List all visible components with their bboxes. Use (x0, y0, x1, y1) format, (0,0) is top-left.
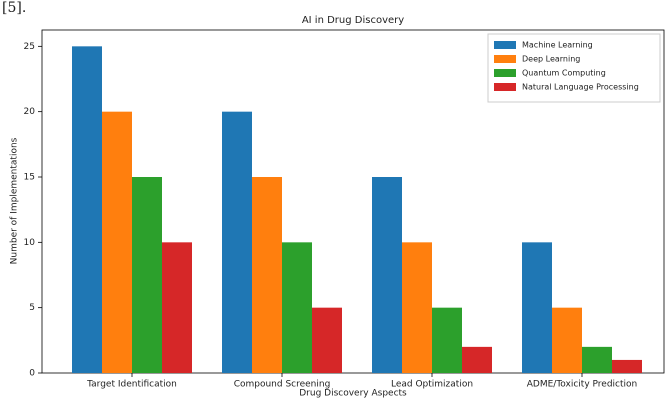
y-tick-label: 25 (24, 42, 35, 52)
bar (552, 307, 582, 373)
chart-title: AI in Drug Discovery (302, 15, 404, 26)
legend-label: Machine Learning (522, 41, 593, 50)
bar (282, 242, 312, 373)
axes-frame (41, 29, 665, 374)
bar (72, 46, 102, 373)
reference-note: [5]. (2, 0, 26, 16)
bar (432, 307, 462, 373)
y-tick-label: 15 (24, 173, 35, 183)
y-axis-label: Number of Implementations (10, 137, 20, 264)
bar (402, 242, 432, 373)
y-tick-label: 5 (29, 303, 35, 313)
legend-box (487, 33, 661, 103)
bar (222, 111, 252, 374)
bar (132, 177, 162, 373)
legend-swatch (494, 69, 516, 77)
y-tick-label: 20 (24, 107, 36, 117)
legend-swatch (494, 55, 516, 63)
bar (582, 346, 612, 373)
x-tick-label: Compound Screening (234, 380, 331, 390)
bar (162, 242, 192, 373)
x-axis-label: Drug Discovery Aspects (299, 389, 407, 398)
bar (372, 177, 402, 373)
y-tick-label: 10 (24, 238, 36, 248)
bar (102, 111, 132, 374)
bar (462, 346, 492, 373)
x-tick-label: Target Identification (86, 380, 177, 390)
bar (252, 177, 282, 373)
legend-label: Natural Language Processing (522, 83, 639, 92)
x-tick-label: Lead Optimization (391, 380, 473, 390)
bar (612, 359, 642, 373)
bar (522, 242, 552, 373)
y-tick-label: 0 (29, 369, 35, 379)
legend-label: Deep Learning (522, 55, 580, 64)
x-tick-label: ADME/Toxicity Prediction (527, 380, 637, 390)
legend-swatch (494, 41, 516, 49)
legend-swatch (494, 83, 516, 91)
bar (312, 307, 342, 373)
legend-label: Quantum Computing (522, 69, 606, 78)
